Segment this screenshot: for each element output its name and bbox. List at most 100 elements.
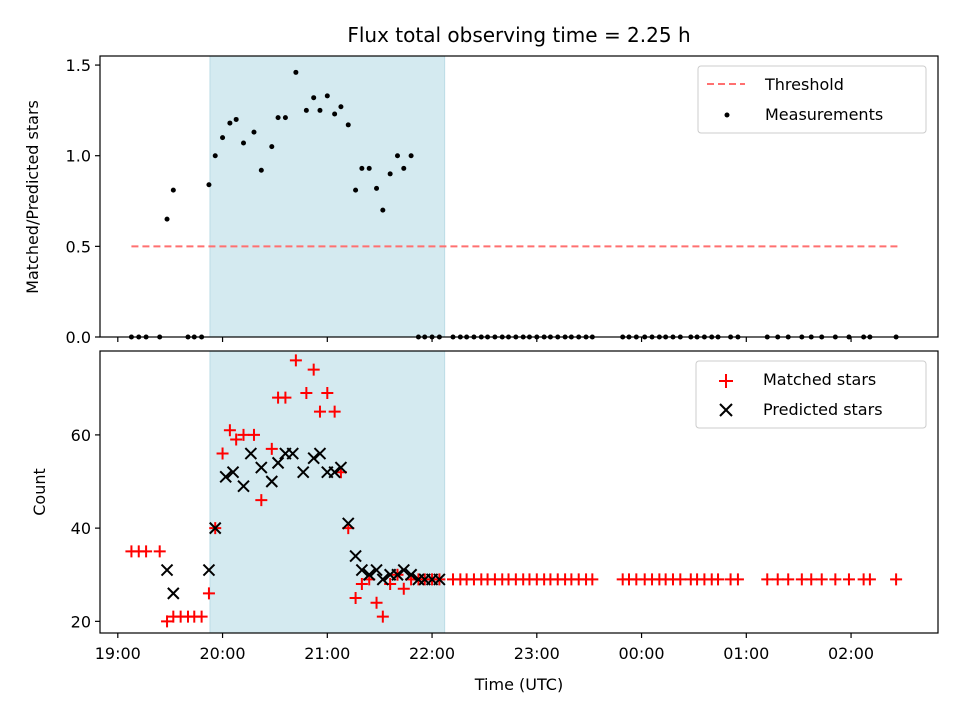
x-tick-label: 22:00 <box>409 644 455 663</box>
legend-threshold-label: Threshold <box>764 75 844 94</box>
predicted-star-point <box>265 475 278 488</box>
matched-star-point <box>842 573 855 586</box>
predicted-star-point <box>255 461 268 474</box>
predicted-star-point <box>226 465 240 479</box>
matched-star-point <box>805 573 818 586</box>
predicted-star-point <box>433 573 446 586</box>
matched-star-point <box>782 573 795 586</box>
matched-star-point <box>237 428 250 441</box>
measurement-point <box>282 115 288 121</box>
matched-star-point <box>161 615 174 628</box>
measurement-point <box>338 104 344 110</box>
measurement-point <box>394 153 400 159</box>
predicted-star-point <box>404 568 418 581</box>
highlight-span-top <box>209 55 446 338</box>
bottom-legend: Matched stars Predicted stars <box>695 360 927 429</box>
top-y-tick-label: 0.5 <box>66 237 91 256</box>
measurement-point <box>353 187 359 193</box>
measurement-point <box>170 187 176 193</box>
measurement-point <box>227 120 233 126</box>
x-axis-label: Time (UTC) <box>474 675 563 694</box>
matched-star-point <box>223 424 236 437</box>
legend-predicted-swatch <box>719 403 733 417</box>
bottom-x-ticks: 19:00 20:00 21:00 22:00 23:00 00:00 01:00 02:00 <box>95 633 874 663</box>
matched-star-point <box>195 610 208 623</box>
measurement-point <box>401 165 407 171</box>
matched-star-point <box>300 386 313 399</box>
predicted-star-point <box>376 573 390 586</box>
predicted-star-point <box>271 456 285 470</box>
matched-star-point <box>289 354 302 367</box>
predicted-star-point <box>244 447 258 460</box>
x-tick-label: 21:00 <box>304 644 350 663</box>
measurement-point <box>220 135 226 141</box>
predicted-star-point <box>286 447 299 460</box>
matched-star-point <box>370 596 383 609</box>
x-tick-label: 01:00 <box>723 644 769 663</box>
matched-star-point <box>376 610 389 623</box>
matched-star-point <box>202 587 215 600</box>
predicted-star-point <box>209 521 222 535</box>
top-y-tick-label: 0.0 <box>66 328 91 347</box>
x-tick-label: 20:00 <box>200 644 246 663</box>
matched-star-point <box>321 386 334 399</box>
x-tick-label: 19:00 <box>95 644 141 663</box>
chart-title: Flux total observing time = 2.25 h <box>347 23 690 47</box>
predicted-star-point <box>160 563 174 577</box>
bottom-axes-frame <box>99 350 939 634</box>
x-tick-label: 00:00 <box>619 644 665 663</box>
measurement-point <box>241 140 247 146</box>
measurement-point <box>206 182 212 188</box>
predicted-star-point <box>342 517 355 530</box>
legend-measurements-label: Measurements <box>765 105 883 124</box>
measurement-point <box>374 185 380 191</box>
measurement-point <box>233 116 239 122</box>
legend-matched-swatch <box>719 374 733 388</box>
measurement-point <box>269 144 275 150</box>
matched-star-point <box>247 428 260 441</box>
measurement-point <box>345 122 351 128</box>
bottom-y-tick-label: 60 <box>71 426 91 445</box>
predicted-star-point <box>167 587 180 600</box>
predicted-star-point <box>237 479 250 493</box>
bottom-panel: 19:00 20:00 21:00 22:00 23:00 00:00 01:00 02:00… <box>30 350 939 694</box>
predicted-star-point <box>362 568 376 581</box>
measurement-point <box>366 165 372 171</box>
predicted-star-point <box>370 563 383 577</box>
predicted-star-point <box>219 470 232 484</box>
predicted-star-point <box>328 465 341 479</box>
predicted-star-point <box>397 563 410 577</box>
top-y-axis-label: Matched/Predicted stars <box>23 100 42 294</box>
matched-star-point <box>230 433 243 446</box>
matched-star-point <box>712 573 725 586</box>
predicted-stars-points <box>160 447 446 600</box>
matched-star-point <box>355 578 368 591</box>
matched-star-point <box>153 545 166 558</box>
measurement-point <box>164 216 170 222</box>
bottom-y-tick-label: 40 <box>71 519 91 538</box>
top-legend-box <box>697 65 927 134</box>
matched-star-point <box>586 573 599 586</box>
legend-matched-label: Matched stars <box>763 370 876 389</box>
predicted-star-point <box>334 461 348 474</box>
measurement-point <box>258 167 264 173</box>
matched-star-point <box>216 447 229 460</box>
matched-star-point <box>255 494 268 507</box>
predicted-star-point <box>307 451 320 465</box>
measurement-point <box>303 107 309 113</box>
predicted-star-point <box>391 568 404 581</box>
top-y-tick-label: 1.5 <box>66 56 91 75</box>
observing-window-span <box>209 55 446 338</box>
top-y-ticks: 0.0 0.5 1.0 1.5 <box>66 56 100 347</box>
predicted-star-point <box>297 465 310 479</box>
top-axes-frame <box>99 55 939 338</box>
bottom-y-tick-label: 20 <box>71 612 91 631</box>
measurement-point <box>317 107 323 113</box>
measurement-point <box>212 153 218 159</box>
measurement-point <box>311 95 317 101</box>
matched-star-point <box>731 573 744 586</box>
measurement-point <box>408 153 414 159</box>
top-panel: 0.0 0.5 1.0 1.5 Matched/Predicted stars Thr… <box>23 55 939 347</box>
top-y-tick-label: 1.0 <box>66 147 91 166</box>
